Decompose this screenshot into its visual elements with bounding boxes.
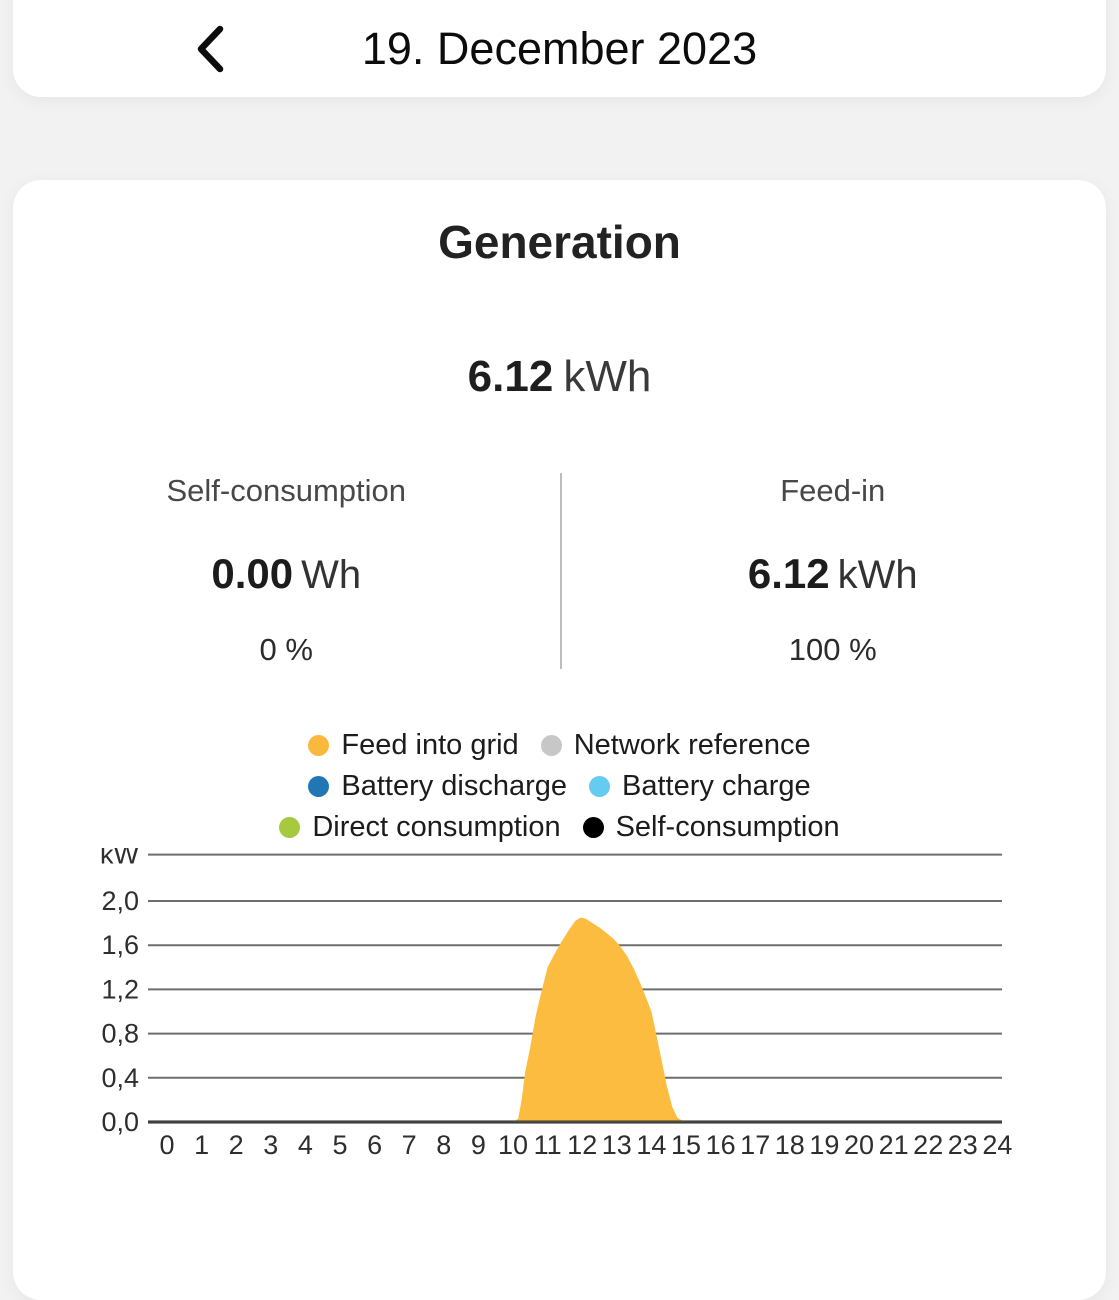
feed-in-unit: kWh — [837, 553, 918, 597]
self-consumption-value: 0.00 — [211, 550, 294, 597]
svg-text:1,2: 1,2 — [101, 974, 139, 1004]
generation-chart: kW2,01,61,20,80,40,00 1 2 3 4 5 6 7 8 9 10 11 12 13 14… — [100, 840, 1012, 1160]
svg-text:12: 12 — [567, 1130, 597, 1160]
self-consumption-dot-icon — [582, 817, 604, 838]
legend-item-network-reference: Network reference — [540, 725, 811, 766]
svg-text:9: 9 — [471, 1130, 486, 1160]
legend-label: Network reference — [573, 729, 811, 761]
legend-item-direct-consumption: Direct consumption — [279, 807, 561, 848]
generation-card: Generation 6.12 kWh Self-consumption 0.00… — [13, 180, 1106, 1300]
legend-label: Battery charge — [622, 770, 811, 802]
total-value: 6.12 — [467, 352, 554, 401]
feed-in-label: Feed-in — [780, 473, 886, 508]
stats-divider — [559, 473, 562, 669]
svg-text:5: 5 — [332, 1130, 347, 1160]
feed-in-value: 6.12 — [747, 550, 830, 597]
svg-text:0,8: 0,8 — [101, 1019, 139, 1049]
svg-text:14: 14 — [636, 1130, 666, 1160]
svg-text:2,0: 2,0 — [101, 886, 139, 916]
svg-text:24: 24 — [982, 1130, 1012, 1160]
self-consumption-stat: Self-consumption 0.00 Wh 0 % — [13, 471, 560, 669]
date-title: 19. December 2023 — [361, 22, 758, 74]
chart-legend: Feed into grid Network reference Battery… — [13, 725, 1106, 848]
chart-area: kW 2,0 1,6 1,2 0,8 0,4 0,0 0 1 2 3 4 5 6 7 8 9 10 11 12 13 14… — [13, 840, 1106, 1205]
svg-text:0: 0 — [159, 1130, 174, 1160]
svg-text:kW: kW — [100, 848, 140, 870]
stats-section: Self-consumption 0.00 Wh 0 % Feed-in 6.12… — [13, 471, 1106, 669]
total-unit: kWh — [563, 352, 652, 401]
self-consumption-label: Self-consumption — [166, 473, 406, 508]
svg-text:20: 20 — [844, 1130, 874, 1160]
svg-text:4: 4 — [298, 1130, 313, 1160]
direct-consumption-dot-icon — [279, 817, 301, 838]
svg-text:1: 1 — [194, 1130, 209, 1160]
svg-text:22: 22 — [913, 1130, 943, 1160]
network-reference-dot-icon — [540, 735, 562, 756]
svg-text:13: 13 — [602, 1130, 632, 1160]
svg-text:1,6: 1,6 — [101, 930, 139, 960]
legend-item-feed-into-grid: Feed into grid — [308, 725, 519, 766]
self-consumption-unit: Wh — [301, 553, 362, 597]
chevron-left-icon — [197, 25, 224, 73]
svg-text:7: 7 — [402, 1130, 417, 1160]
svg-text:11: 11 — [534, 1130, 562, 1160]
legend-label: Direct consumption — [312, 811, 561, 843]
svg-text:0,4: 0,4 — [101, 1063, 139, 1093]
battery-charge-dot-icon — [589, 776, 611, 797]
svg-text:0,0: 0,0 — [101, 1107, 139, 1137]
legend-label: Self-consumption — [615, 811, 840, 843]
legend-label: Feed into grid — [341, 729, 519, 761]
legend-label: Battery discharge — [341, 770, 568, 802]
svg-text:8: 8 — [436, 1130, 451, 1160]
back-button[interactable] — [173, 12, 247, 86]
svg-text:15: 15 — [671, 1130, 701, 1160]
svg-text:23: 23 — [948, 1130, 978, 1160]
legend-item-self-consumption: Self-consumption — [582, 807, 840, 848]
total-generation: 6.12 kWh — [13, 353, 1106, 401]
legend-item-battery-charge: Battery charge — [589, 766, 811, 807]
battery-discharge-dot-icon — [308, 776, 330, 797]
card-title: Generation — [438, 216, 681, 268]
feed-in-stat: Feed-in 6.12 kWh 100 % — [560, 471, 1107, 669]
self-consumption-percent: 0 % — [259, 632, 313, 667]
legend-item-battery-discharge: Battery discharge — [308, 766, 567, 807]
svg-text:21: 21 — [879, 1130, 909, 1160]
svg-text:2: 2 — [229, 1130, 244, 1160]
svg-text:17: 17 — [740, 1130, 770, 1160]
svg-text:19: 19 — [809, 1130, 839, 1160]
svg-text:16: 16 — [706, 1130, 736, 1160]
svg-text:3: 3 — [263, 1130, 278, 1160]
header-card: 19. December 2023 — [13, 0, 1106, 97]
svg-text:18: 18 — [775, 1130, 805, 1160]
svg-text:10: 10 — [498, 1130, 528, 1160]
svg-text:6: 6 — [367, 1130, 382, 1160]
feed-in-percent: 100 % — [788, 632, 877, 667]
feed-into-grid-dot-icon — [308, 735, 330, 756]
